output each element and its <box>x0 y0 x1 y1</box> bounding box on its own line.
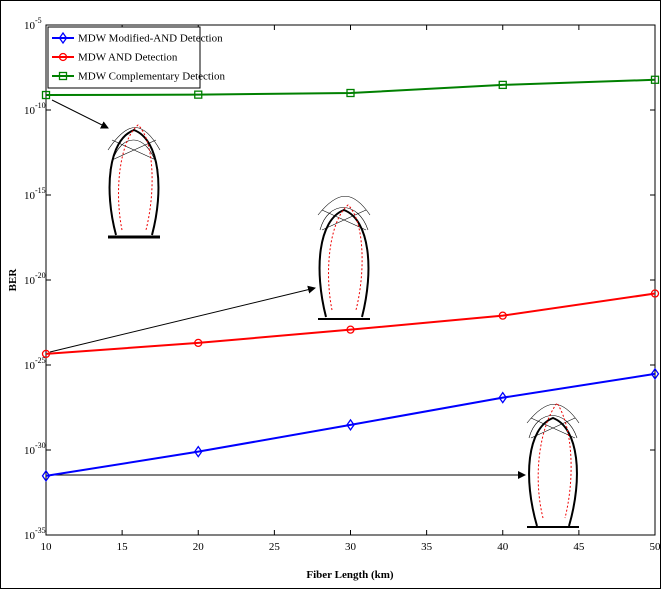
x-tick-label: 15 <box>117 541 129 553</box>
x-tick-label: 40 <box>497 541 509 553</box>
x-tick-label: 45 <box>573 541 585 553</box>
x-tick-label: 50 <box>650 541 661 553</box>
chart: Fiber Length (km) BER 10 15 20 25 30 35 40 45 50… <box>0 0 661 589</box>
x-tick-label: 30 <box>345 541 357 553</box>
legend-label: MDW AND Detection <box>78 52 178 64</box>
legend-label: MDW Complementary Detection <box>78 71 226 83</box>
x-tick-label: 10 <box>41 541 53 553</box>
plot-area <box>46 25 655 535</box>
y-axis-label: BER <box>7 268 19 292</box>
x-tick-label: 20 <box>193 541 205 553</box>
x-axis-label: Fiber Length (km) <box>306 569 394 581</box>
legend-label: MDW Modified-AND Detection <box>78 33 223 45</box>
page: Fiber Length (km) BER 10 15 20 25 30 35 40 45 50… <box>0 0 661 589</box>
x-tick-label: 35 <box>421 541 433 553</box>
x-tick-label: 25 <box>269 541 281 553</box>
